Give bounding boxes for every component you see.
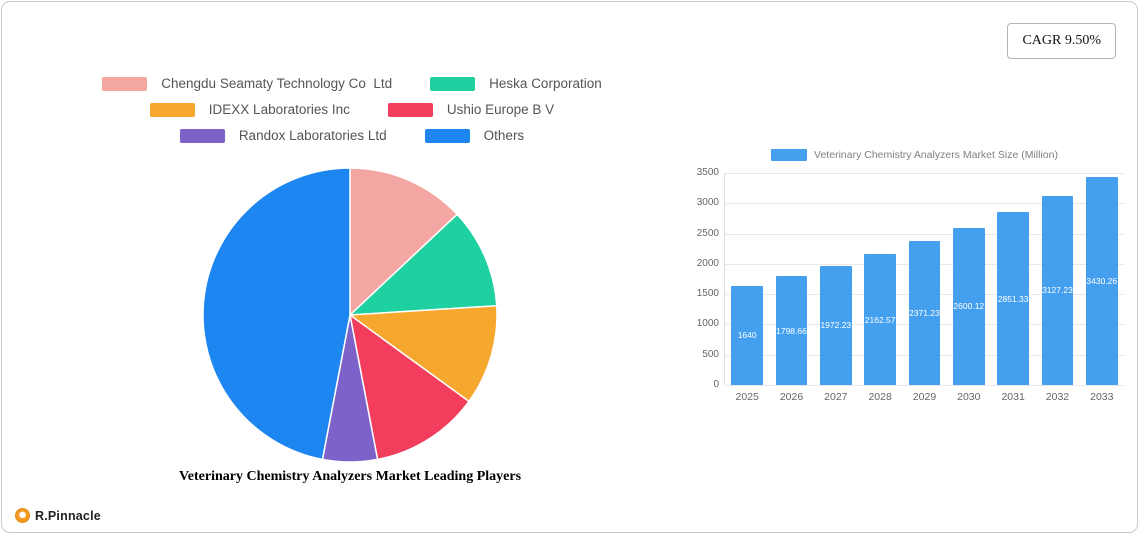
bar-value-label: 1640 <box>737 330 757 341</box>
y-axis-tick: 2000 <box>696 257 719 269</box>
bar-slot: 3430.26 <box>1080 173 1124 385</box>
bar-slot: 2851.33 <box>991 173 1035 385</box>
gridline <box>725 173 1124 174</box>
pie-legend: Chengdu Seamaty Technology Co Ltd Heska C… <box>42 76 662 154</box>
legend-label: Randox Laboratories Ltd <box>238 128 387 143</box>
bar-value-label: 1798.66 <box>776 325 807 336</box>
legend-row: Chengdu Seamaty Technology Co Ltd Heska C… <box>42 76 662 91</box>
bar-2027[interactable]: 1972.23 <box>819 265 852 385</box>
x-axis-label: 2028 <box>868 391 892 403</box>
legend-swatch <box>102 76 148 91</box>
pie-slice-3[interactable] <box>348 313 470 461</box>
bar-2028[interactable]: 2162.57 <box>864 254 897 385</box>
bar-slot: 2162.57 <box>858 173 902 385</box>
y-axis-tick: 1000 <box>696 318 719 330</box>
bar-value-label: 2851.33 <box>997 293 1029 304</box>
bar-legend[interactable]: Veterinary Chemistry Analyzers Market Si… <box>692 149 1137 161</box>
legend-item-1[interactable]: Heska Corporation <box>430 76 602 91</box>
bar-slot: 2371.23 <box>902 173 946 385</box>
legend-swatch <box>179 128 225 143</box>
pie-chart <box>202 167 498 463</box>
legend-label: Chengdu Seamaty Technology Co Ltd <box>161 76 393 91</box>
y-axis-tick: 3500 <box>696 167 719 178</box>
x-axis-label: 2029 <box>912 391 937 403</box>
legend-row: IDEXX Laboratories Inc Ushio Europe B V <box>42 102 662 117</box>
pie-slice-5[interactable] <box>202 167 351 461</box>
legend-swatch <box>149 102 195 117</box>
bar-slot: 2600.12 <box>947 173 991 385</box>
y-axis-tick: 2500 <box>696 227 719 239</box>
bar-2031[interactable]: 2851.33 <box>997 212 1030 385</box>
y-axis-tick: 500 <box>702 348 719 360</box>
bar-plot: 0 500 1000 1500 2000 2500 3000 3500 1640 1798.66 1… <box>697 167 1124 403</box>
brand-name: R.Pinnacle <box>35 508 101 523</box>
legend-label: IDEXX Laboratories Inc <box>208 102 350 117</box>
x-axis-label: 2025 <box>735 391 759 403</box>
legend-item-0[interactable]: Chengdu Seamaty Technology Co Ltd <box>102 76 392 91</box>
bar-slot: 1972.23 <box>814 173 858 385</box>
bar-value-label: 2600.12 <box>953 301 985 312</box>
bar-chart: Veterinary Chemistry Analyzers Market Si… <box>692 145 1137 420</box>
y-axis-tick: 1500 <box>696 288 719 300</box>
x-axis-label: 2031 <box>1001 391 1025 403</box>
bar-value-label: 1972.23 <box>820 320 852 331</box>
gridline <box>725 385 1124 386</box>
legend-swatch <box>387 102 433 117</box>
x-axis-label: 2030 <box>957 391 981 403</box>
bar-slot: 1798.66 <box>769 173 813 385</box>
y-axis-tick: 0 <box>713 379 719 390</box>
pie-chart-title: Veterinary Chemistry Analyzers Market Le… <box>178 469 522 484</box>
legend-item-4[interactable]: Randox Laboratories Ltd <box>179 128 387 143</box>
legend-label: Ushio Europe B V <box>446 102 555 117</box>
legend-label: Others <box>483 128 525 143</box>
y-axis-tick: 3000 <box>696 197 719 209</box>
cagr-badge: CAGR 9.50% <box>1007 23 1116 59</box>
pie-slice-1[interactable] <box>347 213 498 316</box>
bar-legend-label: Veterinary Chemistry Analyzers Market Si… <box>814 149 1058 161</box>
bar-value-label: 3430.26 <box>1086 276 1118 287</box>
x-axis-labels: 2025 2026 2027 2028 2029 2030 2031 2032 2033 <box>725 391 1124 403</box>
bar-2032[interactable]: 3127.23 <box>1041 195 1074 385</box>
brand-logo-icon <box>15 508 30 523</box>
x-axis-label: 2033 <box>1090 391 1114 403</box>
bar-slot: 1640 <box>725 173 769 385</box>
gridline <box>725 233 1124 235</box>
bar-value-label: 2371.23 <box>909 308 940 319</box>
x-axis-label: 2032 <box>1045 391 1070 403</box>
legend-swatch <box>430 76 476 91</box>
x-axis-label: 2027 <box>824 391 848 403</box>
bars-row: 1640 1798.66 1972.23 2162.57 2371.23 2600.12 2… <box>725 173 1124 385</box>
bar-2025[interactable]: 1640 <box>731 285 764 385</box>
bar-value-label: 2162.57 <box>864 314 896 325</box>
legend-item-2[interactable]: IDEXX Laboratories Inc <box>149 102 350 117</box>
pie-slice-2[interactable] <box>347 304 498 403</box>
bar-2033[interactable]: 3430.26 <box>1085 177 1118 385</box>
gridline <box>725 203 1124 205</box>
bar-2030[interactable]: 2600.12 <box>952 227 985 385</box>
x-axis-label: 2026 <box>779 391 804 403</box>
legend-item-3[interactable]: Ushio Europe B V <box>387 102 555 117</box>
legend-item-5[interactable]: Others <box>424 128 525 143</box>
brand-logo: R.Pinnacle <box>15 508 101 523</box>
bar-legend-swatch <box>771 149 808 161</box>
bar-value-label: 3127.23 <box>1042 285 1073 296</box>
bar-slot: 3127.23 <box>1035 173 1079 385</box>
pie-slice-0[interactable] <box>349 167 459 317</box>
bar-2026[interactable]: 1798.66 <box>775 276 808 385</box>
legend-label: Heska Corporation <box>489 76 602 91</box>
bar-2029[interactable]: 2371.23 <box>908 241 941 385</box>
legend-row: Randox Laboratories Ltd Others <box>42 128 662 143</box>
legend-swatch <box>424 128 470 143</box>
